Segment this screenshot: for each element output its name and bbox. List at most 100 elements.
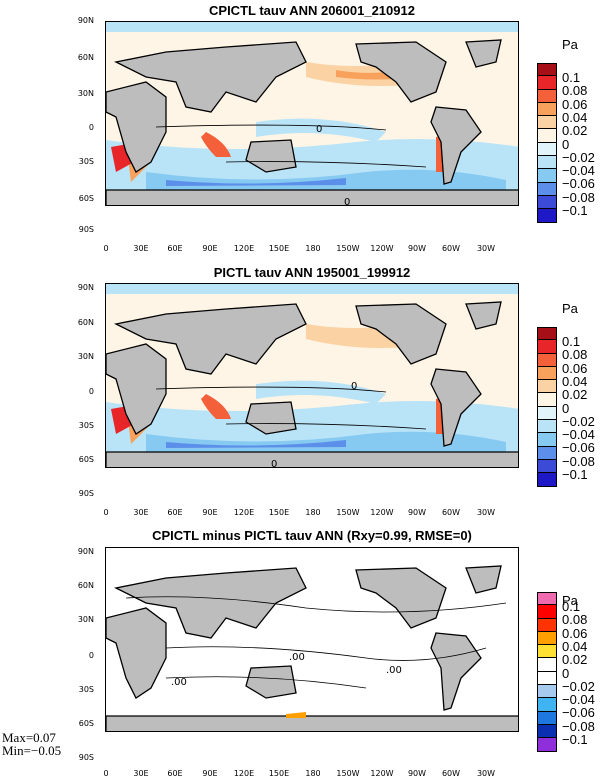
colorbar-2-label: −0.04 — [562, 427, 595, 443]
colorbar-2-label: −0.1 — [562, 467, 588, 482]
p3-lon-60e: 60E — [167, 769, 183, 778]
p3-lon-120w: 120W — [370, 769, 394, 778]
panel-1-title: CPICTL tauv ANN 206001_210912 — [209, 3, 415, 18]
p3-colorbar — [537, 592, 557, 752]
p3-lat-60n: 60N — [77, 581, 94, 590]
colorbar-1-swatch — [537, 182, 557, 196]
colorbar-3-label: −0.04 — [562, 692, 595, 708]
colorbar-3-swatch — [537, 592, 557, 606]
colorbar-2-label: 0.06 — [562, 360, 588, 376]
panel-1-map: 0 0 — [105, 21, 519, 206]
colorbar-2-swatch — [537, 446, 557, 460]
p1-lat-90s: 90S — [78, 225, 94, 234]
colorbar-2-label: 0.1 — [562, 334, 581, 349]
panel-2-map: 0 0 — [105, 283, 519, 468]
colorbar-3-swatch — [537, 605, 557, 619]
p2-lon-120e: 120E — [233, 508, 255, 517]
p2-lat-90s: 90S — [78, 489, 94, 498]
colorbar-2-swatch — [537, 406, 557, 421]
p1-lat-30s: 30S — [78, 157, 94, 166]
colorbar-1-label: 0.04 — [562, 109, 588, 125]
colorbar-3-swatch — [537, 658, 557, 672]
p2-unit: Pa — [562, 301, 578, 316]
colorbar-1-swatch — [537, 76, 557, 90]
colorbar-2-swatch — [537, 353, 557, 367]
colorbar-3-swatch — [537, 724, 557, 739]
colorbar-1-swatch — [537, 129, 557, 143]
p2-lat-0: 0 — [88, 387, 94, 396]
colorbar-2-label: 0.02 — [562, 387, 588, 403]
colorbar-2-label: 0 — [562, 400, 570, 416]
colorbar-3-swatch — [537, 698, 557, 712]
p1-lon-90e: 90E — [202, 244, 218, 253]
p1-lon-60e: 60E — [167, 244, 183, 253]
panel-1-contour-label-2: 0 — [344, 197, 350, 206]
colorbar-2-label: −0.06 — [562, 440, 595, 456]
colorbar-1-swatch — [537, 209, 557, 223]
panel-1-map-svg: 0 0 — [106, 22, 518, 206]
p2-lat-30n: 30N — [77, 352, 94, 361]
p1-lon-60w: 60W — [441, 244, 461, 253]
colorbar-3-swatch — [537, 711, 557, 725]
colorbar-1-label: 0.06 — [562, 96, 588, 112]
p1-lon-90w: 90W — [407, 244, 427, 253]
colorbar-2-swatch — [537, 366, 557, 381]
colorbar-1-swatch — [537, 169, 557, 183]
colorbar-1-label: 0.1 — [562, 70, 581, 85]
p1-lon-180: 180 — [305, 244, 321, 253]
p1-lon-150e: 150E — [268, 244, 290, 253]
panel-3-title: CPICTL minus PICTL tauv ANN (Rxy=0.99, R… — [152, 528, 472, 543]
colorbar-2-label: 0.08 — [562, 347, 588, 363]
panel-2-map-svg: 0 0 — [106, 284, 518, 467]
colorbar-3-label: −0.06 — [562, 705, 595, 721]
panel-2-contour-label: 0 — [351, 381, 357, 392]
colorbar-1-label: 0.02 — [562, 123, 588, 139]
p2-lat-60s: 60S — [78, 455, 94, 464]
colorbar-2-label: −0.08 — [562, 453, 595, 469]
colorbar-3-swatch — [537, 671, 557, 686]
colorbar-3-swatch — [537, 645, 557, 659]
p3-lon-30w: 30W — [476, 769, 496, 778]
colorbar-3-label: 0.1 — [562, 599, 581, 614]
colorbar-3-label: 0 — [562, 665, 570, 681]
colorbar-3-swatch — [537, 618, 557, 632]
colorbar-2-swatch — [537, 393, 557, 407]
p3-lon-90w: 90W — [407, 769, 427, 778]
p3-lon-180: 180 — [305, 769, 321, 778]
colorbar-2-swatch — [537, 473, 557, 487]
p1-unit: Pa — [562, 37, 578, 52]
colorbar-3-swatch — [537, 631, 557, 646]
colorbar-1-swatch — [537, 116, 557, 130]
p3-unit: Pa — [562, 593, 578, 608]
p3-lon-120e: 120E — [233, 769, 255, 778]
p2-colorbar — [537, 327, 557, 487]
colorbar-3-label: 0.04 — [562, 638, 588, 654]
p3-lat-30s: 30S — [78, 685, 94, 694]
colorbar-3-label: 0.08 — [562, 612, 588, 628]
p3-lon-150e: 150E — [268, 769, 290, 778]
p1-lon-120e: 120E — [233, 244, 255, 253]
p2-lat-90n: 90N — [77, 283, 94, 292]
panel-3-map-svg: .00 .00 .00 — [106, 548, 518, 731]
colorbar-1-label: −0.04 — [562, 163, 595, 179]
p2-lon-150w: 150W — [336, 508, 360, 517]
p3-lat-60s: 60S — [78, 719, 94, 728]
colorbar-2-label: −0.02 — [562, 413, 595, 429]
p1-lon-30e: 30E — [133, 244, 149, 253]
colorbar-1-label: −0.1 — [562, 203, 588, 218]
colorbar-2-swatch — [537, 459, 557, 474]
colorbar-3-label: 0.06 — [562, 625, 588, 641]
colorbar-1-swatch — [537, 63, 557, 77]
panel-3-contour-label-2: .00 — [386, 665, 402, 676]
p1-colorbar — [537, 63, 557, 223]
p3-lon-60w: 60W — [441, 769, 461, 778]
p3-lon-90e: 90E — [202, 769, 218, 778]
colorbar-1-swatch — [537, 142, 557, 157]
p1-lon-0: 0 — [103, 244, 109, 253]
stats-min: Min=−0.05 — [2, 743, 62, 758]
panel-1-contour-label: 0 — [316, 124, 322, 135]
colorbar-1-label: −0.02 — [562, 149, 595, 165]
p2-lon-60w: 60W — [441, 508, 461, 517]
colorbar-1-swatch — [537, 89, 557, 103]
p1-lat-0: 0 — [88, 123, 94, 132]
